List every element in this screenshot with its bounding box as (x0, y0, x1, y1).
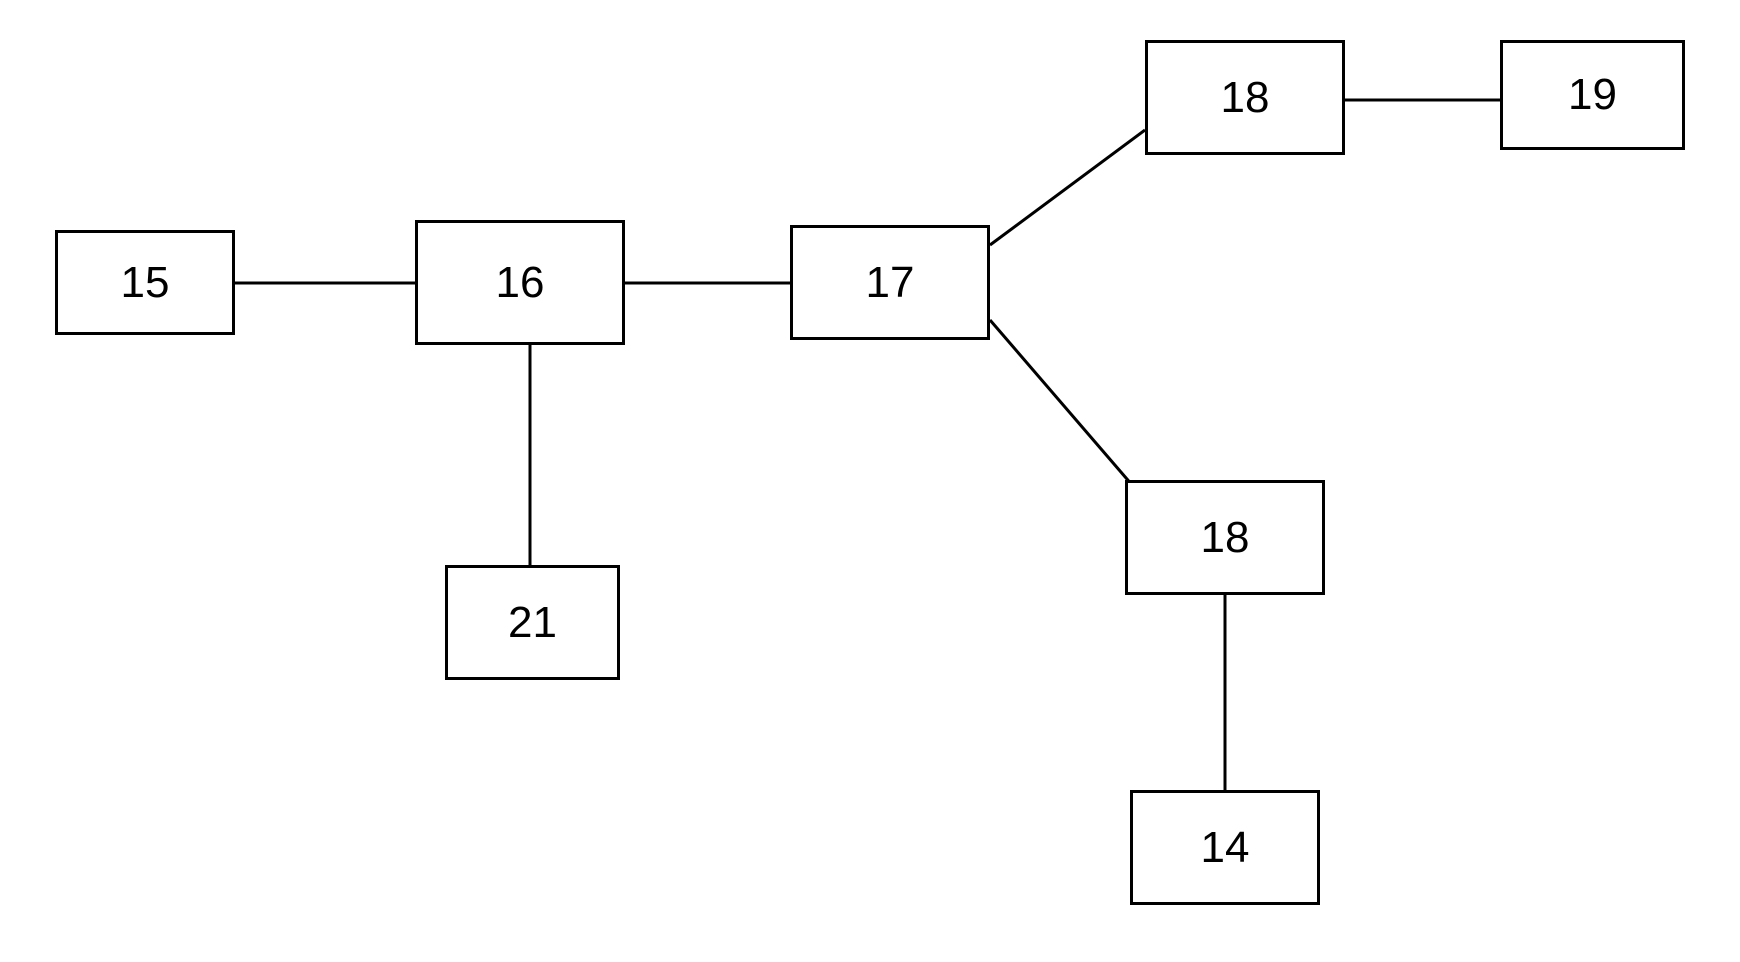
node-n21: 21 (445, 565, 620, 680)
node-label: 19 (1568, 70, 1617, 120)
node-label: 17 (866, 258, 915, 308)
edge-layer (0, 0, 1740, 962)
edge-n17-n18b (990, 320, 1145, 500)
node-label: 14 (1201, 823, 1250, 873)
node-n19: 19 (1500, 40, 1685, 150)
node-n14: 14 (1130, 790, 1320, 905)
node-label: 15 (121, 258, 170, 308)
node-n17: 17 (790, 225, 990, 340)
node-label: 21 (508, 598, 557, 648)
node-label: 18 (1221, 73, 1270, 123)
node-label: 16 (496, 258, 545, 308)
node-n15: 15 (55, 230, 235, 335)
node-n18b: 18 (1125, 480, 1325, 595)
edge-n17-n18a (990, 130, 1145, 245)
node-n16: 16 (415, 220, 625, 345)
node-n18a: 18 (1145, 40, 1345, 155)
node-label: 18 (1201, 513, 1250, 563)
